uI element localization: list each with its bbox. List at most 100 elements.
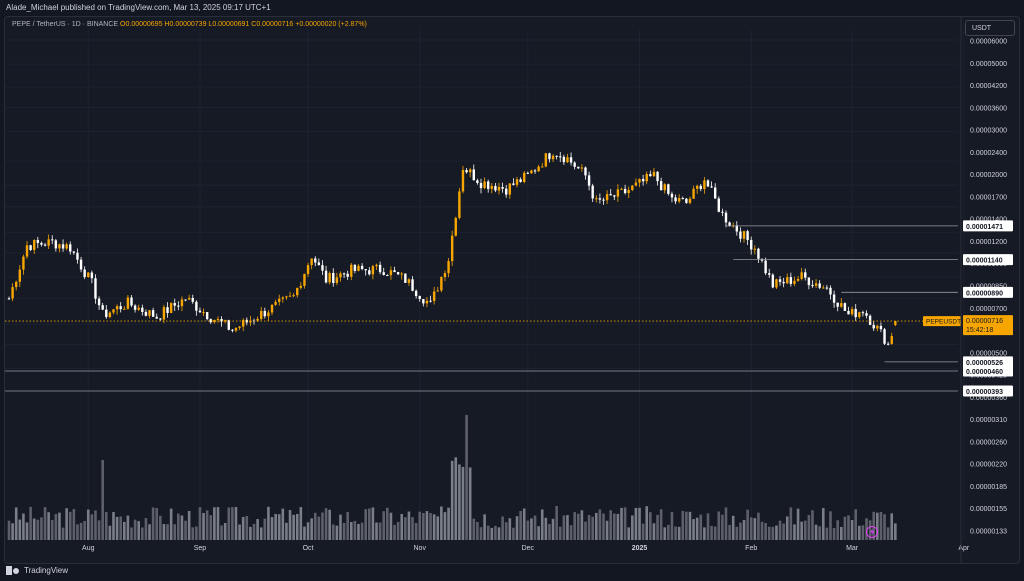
volume-bar xyxy=(620,507,623,540)
candle-body xyxy=(90,272,94,279)
volume-bar xyxy=(638,507,641,540)
candle-body xyxy=(36,239,40,243)
candle-body xyxy=(541,166,544,168)
volume-bar xyxy=(292,514,295,540)
candle-body xyxy=(764,260,767,274)
volume-bar xyxy=(324,508,328,540)
y-axis-tick-label: 0.00001400 xyxy=(970,217,1007,224)
candle-body xyxy=(695,185,699,189)
candle-body xyxy=(713,187,717,199)
volume-bar xyxy=(202,513,205,540)
candle-body xyxy=(620,188,623,190)
candle-body xyxy=(706,180,710,187)
volume-bar xyxy=(670,511,674,540)
volume-bar xyxy=(234,506,238,540)
candle-body xyxy=(807,277,811,286)
candle-body xyxy=(166,307,169,314)
lightning-icon[interactable] xyxy=(866,526,878,538)
candle-body xyxy=(501,186,504,189)
y-axis-tick-label: 0.00003600 xyxy=(970,105,1007,112)
y-axis-tick-label: 0.00000700 xyxy=(970,306,1007,313)
candle-body xyxy=(306,265,310,274)
volume-bar xyxy=(468,467,472,540)
volume-bar xyxy=(562,515,566,540)
candle-body xyxy=(865,313,868,316)
candle-body xyxy=(396,272,400,275)
volume-bar xyxy=(205,510,209,540)
volume-bar xyxy=(890,513,894,540)
x-axis-tick-label: Dec xyxy=(522,545,535,552)
candle-body xyxy=(61,244,65,249)
candle-body xyxy=(407,279,411,283)
candle-body xyxy=(151,310,155,317)
candle-body xyxy=(278,298,281,302)
y-axis-tick-label: 0.00005000 xyxy=(970,61,1007,68)
candle-body xyxy=(231,329,234,331)
volume-bar xyxy=(115,516,119,540)
candle-body xyxy=(822,287,825,289)
volume-bar xyxy=(616,513,620,540)
volume-bar xyxy=(832,527,836,540)
volume-bar xyxy=(65,508,68,540)
candle-body xyxy=(350,264,353,277)
y-axis-tick-label: 0.00000133 xyxy=(970,529,1007,536)
footer-bar xyxy=(0,564,1024,581)
volume-bar xyxy=(526,520,530,540)
candle-body xyxy=(241,319,245,327)
candle-body xyxy=(555,155,558,157)
volume-bar xyxy=(695,517,699,540)
volume-bar xyxy=(429,513,432,540)
volume-bar xyxy=(155,507,159,540)
volume-bar xyxy=(404,517,407,540)
currency-selector-button[interactable]: USDT xyxy=(965,20,1015,36)
tradingview-logo-icon xyxy=(6,566,20,575)
volume-bar xyxy=(360,522,364,540)
volume-bar xyxy=(753,518,757,540)
candle-body xyxy=(51,239,54,241)
volume-bar xyxy=(133,519,137,540)
volume-bar xyxy=(584,521,587,540)
volume-bar xyxy=(72,508,76,540)
candle-body xyxy=(144,311,148,316)
volume-bar xyxy=(497,527,501,540)
candle-body xyxy=(883,329,886,344)
candle-body xyxy=(440,277,443,291)
candle-body xyxy=(476,180,479,184)
candle-body xyxy=(357,265,360,271)
candle-body xyxy=(324,270,328,283)
candle-body xyxy=(94,278,97,299)
volume-bar xyxy=(522,508,526,540)
volume-bar xyxy=(104,512,108,540)
tradingview-brand[interactable]: TradingView xyxy=(6,566,68,575)
volume-bar xyxy=(126,515,130,540)
volume-bar xyxy=(872,511,876,540)
candle-body xyxy=(432,291,436,301)
volume-bar xyxy=(256,519,259,540)
volume-bar xyxy=(472,518,476,540)
volume-bar xyxy=(50,520,54,540)
candle-body xyxy=(281,297,285,299)
y-axis-tick-label: 0.00003000 xyxy=(970,128,1007,135)
candle-body xyxy=(818,283,821,288)
volume-bar xyxy=(530,518,533,540)
candle-body xyxy=(771,274,775,288)
volume-bar xyxy=(476,521,479,540)
candle-body xyxy=(890,335,893,345)
x-axis-tick-label: Mar xyxy=(846,545,859,552)
candle-body xyxy=(494,185,497,191)
volume-bar xyxy=(368,508,371,540)
volume-bar xyxy=(685,511,688,540)
candle-body xyxy=(861,312,865,314)
candle-body xyxy=(793,280,796,284)
candle-body xyxy=(800,272,803,279)
candle-body xyxy=(112,309,115,313)
candle-body xyxy=(216,318,220,320)
candle-body xyxy=(533,170,537,172)
candle-body xyxy=(847,310,850,315)
candle-body xyxy=(364,269,367,271)
volume-bar xyxy=(580,510,584,540)
candle-body xyxy=(580,167,584,169)
volume-bar xyxy=(141,527,144,540)
publish-info: Alade_Michael published on TradingView.c… xyxy=(0,0,1024,15)
